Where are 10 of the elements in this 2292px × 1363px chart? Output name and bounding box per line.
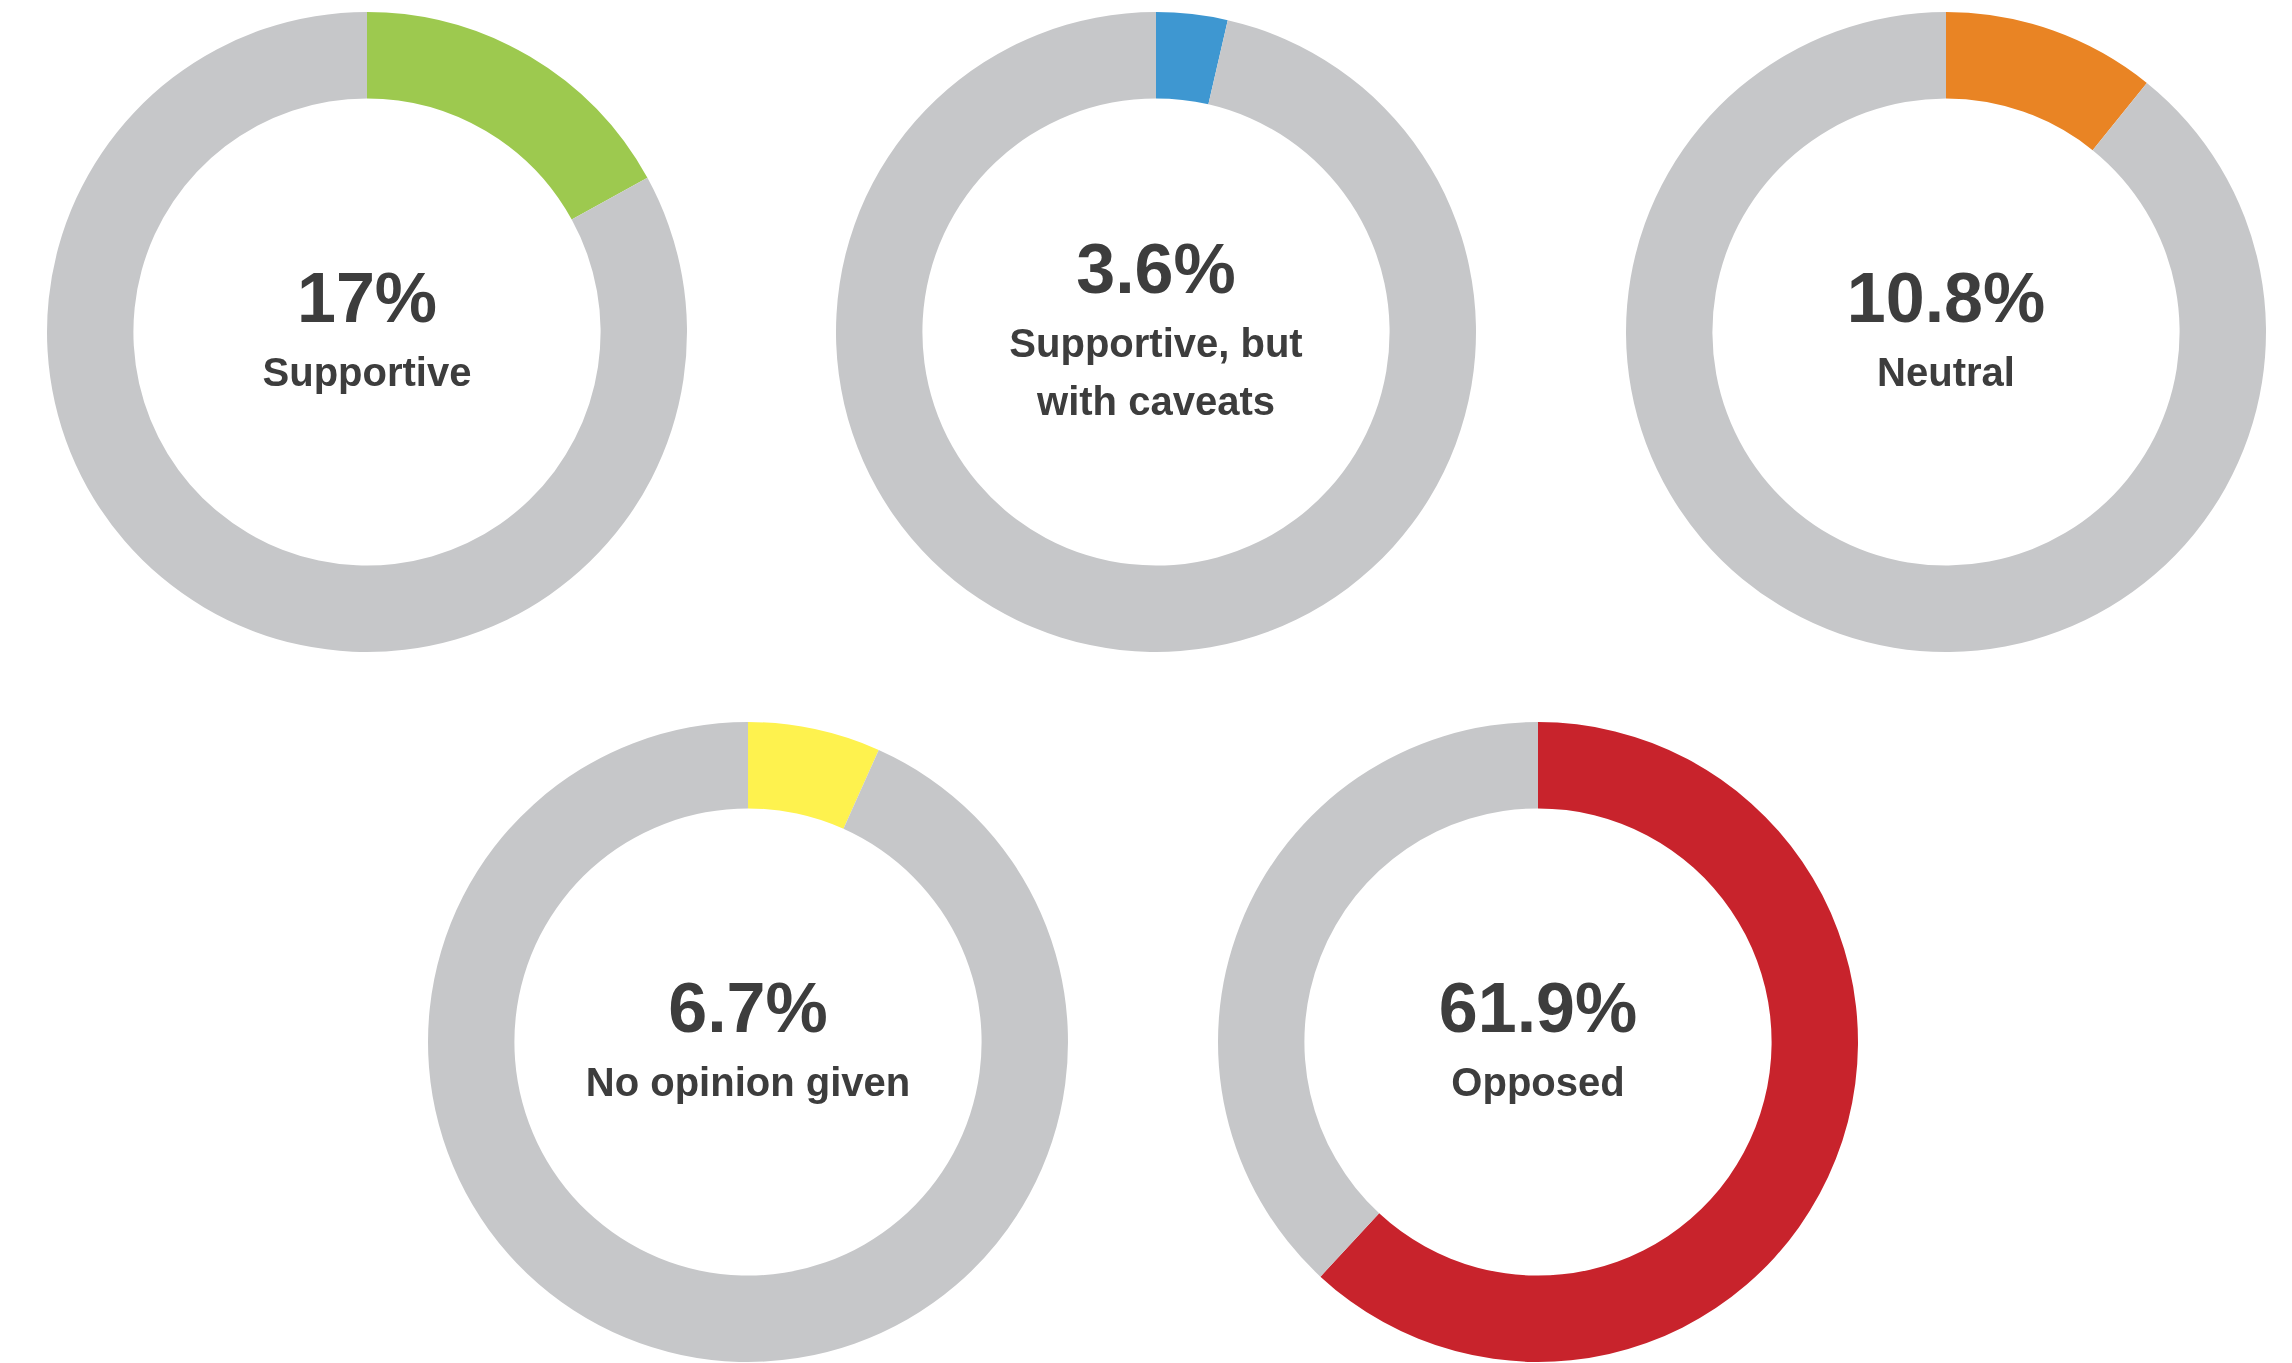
data-label: 10.8%: [1846, 259, 2046, 338]
data-label: 6.7%: [668, 969, 828, 1048]
slice-label: Neutral: [1877, 350, 2015, 395]
data-label: 61.9%: [1438, 969, 1638, 1048]
data-label: 17%: [296, 259, 438, 338]
data-label: 3.6%: [1076, 230, 1236, 309]
slice-label: Supportive, but with caveats: [1009, 321, 1303, 424]
slice-label: Opposed: [1451, 1060, 1625, 1105]
slice-label: Supportive: [262, 350, 472, 395]
slice-label: No opinion given: [585, 1060, 911, 1105]
